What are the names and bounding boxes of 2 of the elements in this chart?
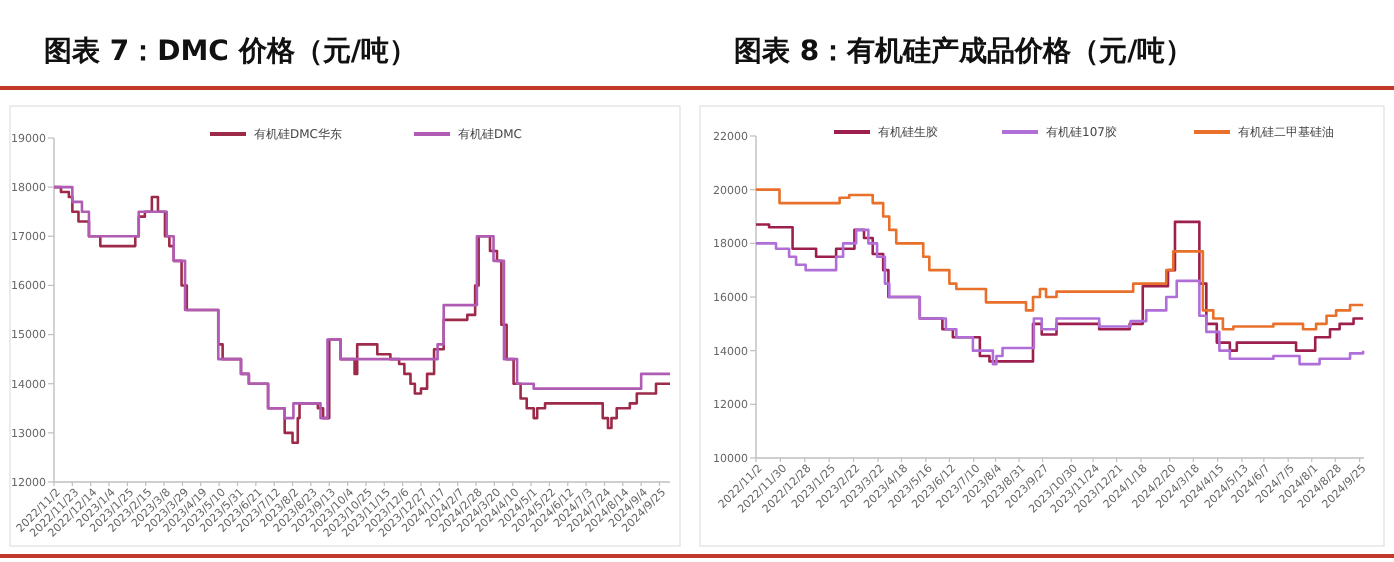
chart-title: 图表 7：DMC 价格（元/吨）	[44, 36, 417, 68]
chart-title: 图表 8：有机硅产成品价格（元/吨）	[734, 34, 1194, 68]
